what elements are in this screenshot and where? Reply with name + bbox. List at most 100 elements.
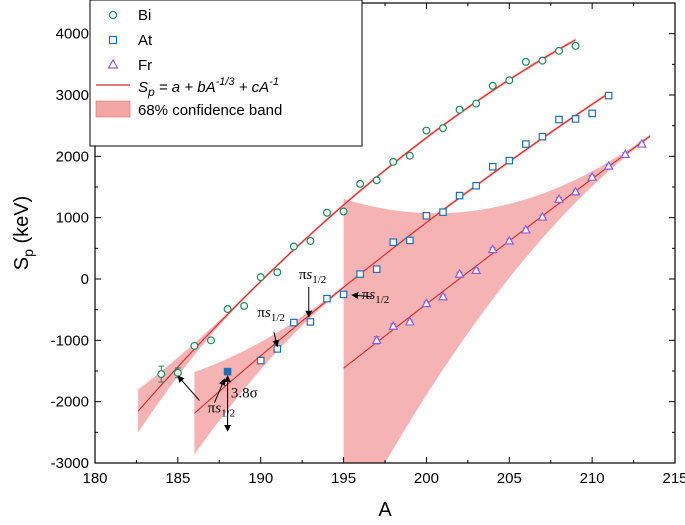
- marker-triangle: [570, 186, 581, 196]
- point-at: [472, 181, 480, 190]
- point-fr: [388, 320, 399, 330]
- point-fr: [371, 334, 382, 345]
- marker-square: [505, 156, 514, 165]
- point-at: [455, 191, 464, 200]
- point-fr: [603, 160, 614, 170]
- point-fr: [620, 149, 631, 159]
- marker-triangle: [553, 193, 565, 203]
- marker-circle: [538, 56, 547, 65]
- legend-marker-at: [108, 35, 118, 45]
- point-bi: [505, 76, 514, 85]
- marker-triangle: [603, 160, 614, 170]
- point-at: [439, 208, 447, 216]
- annotation-label: πs1/2: [257, 305, 284, 324]
- marker-square: [356, 270, 364, 278]
- marker-square: [488, 162, 497, 171]
- point-bi: [157, 365, 166, 383]
- marker-circle: [439, 124, 448, 133]
- marker-square: [571, 115, 580, 123]
- marker-circle: [472, 99, 481, 108]
- point-bi: [372, 176, 381, 185]
- point-at: [505, 156, 514, 165]
- point-fr: [421, 298, 432, 308]
- point-at: [422, 212, 431, 220]
- marker-square: [522, 140, 530, 148]
- x-tick-label: 215: [662, 470, 685, 487]
- y-tick-label: -2000: [51, 394, 89, 411]
- point-at: [256, 356, 265, 365]
- point-bi: [223, 305, 232, 314]
- point-fr: [587, 171, 598, 181]
- marker-square: [555, 115, 563, 124]
- point-at: [290, 318, 298, 327]
- legend-label-fit: Sp = a + bA-1/3 + cA-1: [138, 76, 279, 99]
- annotation-sub: 1/2: [271, 312, 285, 324]
- point-bi: [538, 56, 547, 65]
- legend-fit-exp2: -1: [269, 76, 279, 88]
- annotation: πs1/2: [299, 267, 326, 318]
- marker-square: [256, 356, 265, 365]
- point-at: [488, 162, 497, 171]
- point-bi: [306, 236, 315, 245]
- marker-circle: [571, 41, 580, 50]
- marker-circle: [356, 179, 365, 188]
- marker-circle: [306, 236, 315, 245]
- point-bi: [439, 124, 448, 133]
- point-at: [555, 115, 563, 124]
- annotation-pi: π: [362, 287, 370, 303]
- marker-square: [339, 290, 348, 299]
- marker-circle: [405, 151, 414, 160]
- marker-triangle: [421, 298, 432, 308]
- legend-label-at: At: [138, 32, 153, 49]
- marker-triangle: [371, 334, 382, 344]
- marker-circle: [339, 207, 348, 216]
- marker-triangle: [454, 268, 465, 278]
- legend-marker-fr: [107, 58, 119, 69]
- point-at: [406, 236, 414, 245]
- confidence-band-fr: [343, 134, 651, 463]
- marker-square: [604, 91, 613, 100]
- annotation-arrow: [177, 375, 200, 401]
- x-tick-label: 180: [82, 470, 107, 487]
- y-tick-label: 1000: [56, 210, 89, 227]
- annotation-arrow: [351, 292, 372, 300]
- y-axis-title-sub: p: [20, 249, 36, 257]
- y-axis-title-main: S: [11, 257, 33, 270]
- marker-circle: [323, 208, 332, 217]
- marker-circle: [207, 336, 216, 345]
- y-tick-label: -3000: [51, 455, 89, 472]
- marker-circle: [505, 76, 514, 85]
- marker-triangle: [537, 211, 548, 221]
- marker-circle: [173, 368, 182, 377]
- y-axis-title-unit: (keV): [11, 196, 33, 249]
- annotation-label: πs1/2: [362, 287, 389, 306]
- legend-frame: [89, 0, 363, 147]
- point-at: [372, 265, 381, 273]
- point-fr: [471, 264, 482, 275]
- point-bi: [240, 301, 249, 310]
- marker-circle: [554, 46, 563, 55]
- point-bi: [273, 268, 282, 277]
- annotation-pi: π: [208, 401, 216, 417]
- point-at: [522, 140, 530, 148]
- legend-label-band: 68% confidence band: [138, 102, 282, 119]
- marker-circle: [372, 176, 381, 185]
- point-fr: [570, 186, 581, 196]
- y-tick-label: 4000: [56, 26, 89, 43]
- point-bi: [405, 151, 414, 160]
- annotation-sub: 1/2: [221, 408, 235, 420]
- x-tick-label: 210: [580, 470, 605, 487]
- legend-fit-lhs-sub: p: [147, 85, 155, 99]
- point-bi: [488, 81, 497, 90]
- point-bi: [339, 207, 348, 216]
- annotation-pi: π: [299, 267, 307, 283]
- data-points: [157, 41, 647, 383]
- x-tick-label: 200: [414, 470, 439, 487]
- marker-triangle: [504, 235, 515, 245]
- point-at: [538, 132, 547, 141]
- marker-triangle: [636, 138, 647, 148]
- marker-circle: [256, 273, 265, 282]
- marker-circle: [240, 301, 249, 310]
